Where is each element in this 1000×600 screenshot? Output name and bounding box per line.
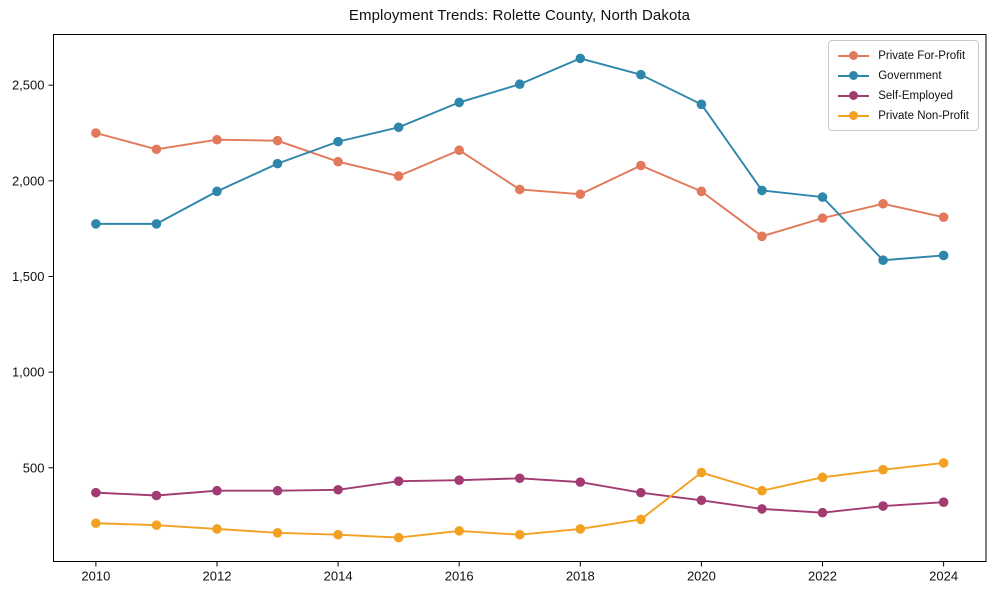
data-point-private-for-profit [91, 128, 101, 138]
x-tick-label: 2016 [445, 569, 474, 584]
chart-title: Employment Trends: Rolette County, North… [348, 7, 691, 24]
y-tick-label: 2,500 [12, 78, 45, 93]
axes-frame [53, 34, 987, 562]
data-point-self-employed [333, 484, 343, 495]
data-point-government [272, 158, 283, 169]
data-point-private-for-profit [938, 212, 949, 222]
data-point-private-non-profit [151, 520, 162, 530]
data-point-self-employed [454, 475, 464, 486]
chart-legend: Private For-Profit Government Self-Employe… [828, 40, 979, 131]
data-point-government [454, 97, 464, 108]
data-point-government [878, 255, 888, 266]
data-point-government [757, 185, 767, 196]
legend-label-government: Government [878, 69, 942, 82]
legend-label-private-for-profit: Private For-Profit [878, 49, 966, 62]
data-point-private-for-profit [817, 213, 828, 223]
data-point-self-employed [938, 497, 949, 508]
x-tick-label: 2024 [929, 569, 958, 584]
data-point-private-for-profit [575, 189, 586, 200]
data-point-government [151, 219, 162, 229]
data-point-self-employed [212, 485, 222, 496]
data-point-self-employed [575, 477, 586, 487]
data-point-private-for-profit [696, 186, 707, 197]
data-point-government [212, 186, 222, 197]
data-point-private-non-profit [333, 529, 343, 540]
data-point-private-non-profit [212, 524, 222, 534]
data-point-private-non-profit [938, 458, 949, 468]
data-point-private-for-profit [333, 156, 343, 167]
legend-label-private-non-profit: Private Non-Profit [878, 109, 969, 122]
data-point-private-non-profit [454, 526, 464, 536]
data-point-government [636, 69, 646, 80]
data-point-government [514, 79, 525, 90]
data-point-self-employed [878, 501, 888, 511]
series-line-self-employed [94, 477, 945, 514]
legend-item-private-for-profit: Private For-Profit [838, 48, 969, 63]
data-point-private-for-profit [636, 160, 646, 171]
x-tick-label: 2012 [203, 569, 232, 584]
data-point-government [91, 219, 101, 229]
legend-item-private-non-profit: Private Non-Profit [838, 108, 969, 123]
data-point-private-for-profit [393, 171, 404, 181]
data-point-private-for-profit [272, 135, 283, 146]
data-point-private-non-profit [91, 518, 101, 529]
x-tick-label: 2022 [808, 569, 837, 584]
data-point-private-non-profit [575, 524, 586, 534]
x-tick-label: 2014 [324, 569, 353, 584]
legend-line-marker-icon [838, 70, 870, 81]
y-tick-label: 500 [23, 460, 45, 475]
data-point-self-employed [636, 487, 646, 498]
data-point-government [393, 122, 404, 133]
data-point-private-non-profit [393, 532, 404, 543]
data-point-self-employed [272, 485, 283, 496]
data-point-private-non-profit [817, 472, 828, 483]
y-tick-label: 1,500 [12, 269, 45, 284]
legend-item-self-employed: Self-Employed [838, 88, 969, 103]
x-tick-label: 2020 [687, 569, 716, 584]
data-point-self-employed [91, 487, 101, 498]
data-point-private-non-profit [757, 485, 767, 496]
data-point-government [696, 99, 707, 110]
data-point-private-non-profit [696, 467, 707, 478]
data-point-private-non-profit [878, 464, 888, 475]
data-point-private-for-profit [212, 134, 222, 145]
data-point-private-non-profit [514, 529, 525, 540]
data-point-self-employed [393, 476, 404, 486]
data-point-self-employed [696, 495, 707, 506]
legend-line-marker-icon [838, 50, 870, 61]
data-point-private-for-profit [757, 231, 767, 242]
legend-label-self-employed: Self-Employed [878, 89, 954, 102]
data-point-government [938, 250, 949, 261]
data-point-government [575, 53, 586, 64]
legend-line-marker-icon [838, 110, 870, 121]
data-point-private-for-profit [878, 198, 888, 209]
x-tick-label: 2018 [566, 569, 595, 584]
data-point-private-for-profit [151, 144, 162, 155]
data-point-private-for-profit [454, 145, 464, 156]
data-point-private-non-profit [272, 528, 283, 538]
y-tick-label: 1,000 [12, 365, 45, 380]
data-point-government [333, 136, 343, 147]
data-point-self-employed [817, 507, 828, 518]
data-point-self-employed [514, 473, 525, 484]
legend-item-government: Government [838, 68, 969, 83]
y-tick-label: 2,000 [12, 173, 45, 188]
data-point-private-for-profit [514, 184, 525, 195]
data-point-self-employed [151, 490, 162, 501]
legend-line-marker-icon [838, 90, 870, 101]
x-tick-label: 2010 [81, 569, 110, 584]
data-point-self-employed [757, 504, 767, 514]
data-point-private-non-profit [636, 514, 646, 525]
data-point-government [817, 192, 828, 202]
